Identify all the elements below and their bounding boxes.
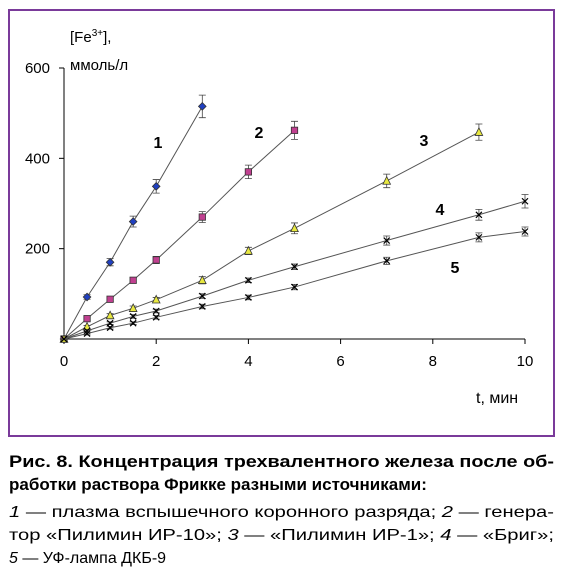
caption-text: — «Бриг»; bbox=[451, 527, 554, 544]
x-tick-label: 4 bbox=[244, 353, 252, 370]
y-label-sup: 3+ bbox=[92, 28, 104, 39]
marker bbox=[521, 197, 529, 205]
marker bbox=[521, 228, 529, 235]
x-axis-label: t, мин bbox=[476, 390, 518, 407]
marker bbox=[198, 303, 206, 310]
series-line bbox=[63, 129, 295, 340]
marker bbox=[106, 295, 114, 303]
marker bbox=[105, 310, 115, 320]
marker bbox=[128, 217, 138, 226]
marker bbox=[60, 335, 68, 343]
marker bbox=[198, 213, 206, 221]
x-tick-label: 2 bbox=[152, 353, 160, 370]
caption-num: 3 bbox=[227, 527, 238, 544]
series-label: 1 bbox=[154, 135, 163, 152]
marker bbox=[475, 211, 483, 219]
caption-title: работки раствора Фрикке разными источник… bbox=[9, 475, 427, 494]
series-label: 5 bbox=[451, 260, 460, 277]
marker bbox=[106, 324, 114, 332]
caption-title: Рис. 8. Концентрация трехвалентного желе… bbox=[9, 452, 554, 471]
y-axis-label: [Fe3+], bbox=[70, 28, 111, 46]
caption-text: тор «Пилимин ИР-10»; bbox=[9, 527, 227, 544]
y-tick-label: 200 bbox=[25, 241, 50, 258]
caption-text: — «Пилимин ИР-1»; bbox=[239, 527, 441, 544]
x-tick-label: 6 bbox=[336, 353, 344, 370]
marker bbox=[291, 263, 298, 271]
caption-line: 5 — УФ-лампа ДКБ-9 bbox=[9, 550, 166, 567]
marker bbox=[129, 276, 137, 284]
y-tick-label: 400 bbox=[25, 150, 50, 167]
marker bbox=[382, 175, 392, 185]
caption-line: 1 — плазма вспышечного коронного разряда… bbox=[9, 504, 554, 521]
marker bbox=[151, 181, 161, 191]
marker bbox=[129, 312, 137, 320]
x-tick-label: 0 bbox=[60, 353, 68, 370]
caption-text: — УФ-лампа ДКБ-9 bbox=[18, 550, 166, 567]
caption-text: — генера- bbox=[453, 504, 554, 521]
marker bbox=[290, 223, 299, 233]
marker bbox=[152, 256, 160, 264]
marker bbox=[83, 330, 91, 338]
marker bbox=[152, 307, 160, 315]
y-axis-unit: ммоль/л bbox=[70, 57, 128, 74]
marker bbox=[83, 315, 91, 323]
marker bbox=[291, 283, 298, 291]
x-tick-label: 10 bbox=[517, 353, 534, 370]
series-label: 2 bbox=[255, 125, 264, 142]
marker bbox=[151, 294, 161, 304]
marker bbox=[383, 237, 391, 244]
series-label: 4 bbox=[436, 202, 445, 219]
x-tick-label: 8 bbox=[429, 353, 437, 370]
marker bbox=[197, 102, 207, 111]
chart-frame bbox=[8, 9, 555, 437]
marker bbox=[128, 303, 138, 312]
marker bbox=[82, 292, 92, 302]
marker bbox=[105, 257, 115, 267]
marker bbox=[244, 294, 252, 301]
marker bbox=[243, 245, 253, 255]
series-line bbox=[63, 106, 203, 340]
y-label-tail: ], bbox=[103, 29, 111, 46]
marker bbox=[475, 233, 483, 241]
caption-text: — плазма вспышечного коронного разряда; bbox=[20, 504, 442, 521]
y-label-main: [Fe bbox=[70, 29, 92, 46]
caption-num: 2 bbox=[441, 504, 454, 521]
marker bbox=[129, 319, 137, 327]
marker bbox=[383, 257, 391, 265]
caption-num: 4 bbox=[440, 527, 451, 544]
y-tick-label: 600 bbox=[25, 60, 50, 77]
marker bbox=[244, 168, 252, 176]
caption-line: тор «Пилимин ИР-10»; 3 — «Пилимин ИР-1»;… bbox=[9, 527, 554, 544]
series-label: 3 bbox=[420, 133, 429, 150]
marker bbox=[474, 126, 484, 136]
marker bbox=[152, 313, 160, 321]
marker bbox=[197, 275, 207, 284]
caption-num: 1 bbox=[9, 504, 20, 521]
series-line bbox=[63, 131, 480, 340]
marker bbox=[244, 276, 252, 284]
caption-num: 5 bbox=[9, 550, 18, 567]
marker bbox=[290, 126, 299, 134]
marker bbox=[198, 292, 206, 300]
